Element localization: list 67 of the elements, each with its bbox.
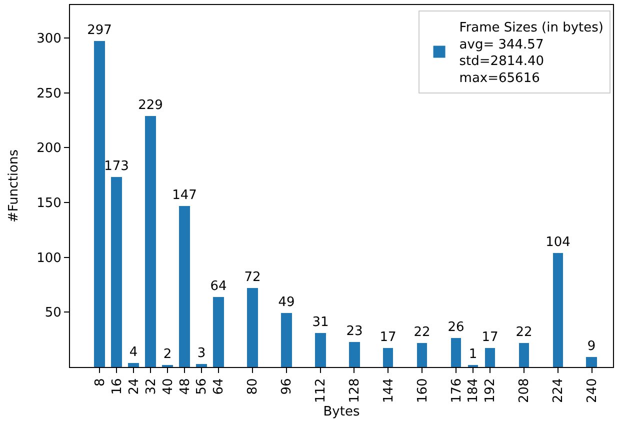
data-label: 147	[172, 188, 197, 203]
data-label: 64	[210, 279, 227, 294]
data-label: 3	[197, 346, 206, 361]
bar	[247, 288, 258, 367]
data-label: 104	[546, 235, 570, 250]
y-tick-label: 250	[36, 86, 62, 102]
data-label: 22	[414, 325, 430, 340]
bar	[145, 116, 156, 367]
x-tick-label: 32	[144, 378, 159, 395]
bar	[128, 363, 139, 367]
bar	[383, 348, 393, 367]
data-label: 72	[244, 270, 261, 285]
x-tick-label: 24	[126, 378, 142, 395]
legend-label: Frame Sizes (in bytes) avg= 344.57 std=2814.40 max=65616	[459, 20, 604, 86]
x-tick-label: 224	[551, 378, 566, 404]
x-tick-label: 96	[280, 378, 295, 395]
bar	[451, 338, 461, 367]
x-tick-label: 80	[246, 378, 261, 395]
data-label: 17	[380, 330, 396, 345]
bar	[519, 343, 529, 367]
x-tick-label: 8	[92, 378, 108, 386]
x-tick-label: 160	[415, 378, 430, 404]
data-label: 49	[278, 295, 295, 310]
data-label: 2	[163, 347, 172, 362]
data-label: 1	[468, 347, 478, 362]
x-tick-label: 112	[314, 378, 329, 404]
data-label: 297	[87, 23, 112, 38]
data-label: 173	[104, 159, 129, 174]
y-tick-label: 100	[36, 250, 62, 266]
data-label: 31	[312, 315, 329, 330]
x-tick-label: 208	[517, 378, 532, 404]
data-label: 17	[482, 330, 498, 345]
bar	[94, 41, 105, 367]
bar	[553, 253, 563, 367]
y-tick-label: 50	[44, 306, 62, 321]
x-axis-title: Bytes	[323, 404, 360, 420]
data-label: 23	[346, 324, 363, 339]
data-label: 9	[587, 339, 596, 354]
y-tick-label: 150	[36, 196, 62, 211]
bar	[196, 364, 207, 367]
x-tick-label: 128	[347, 378, 362, 404]
data-label: 26	[448, 320, 464, 335]
x-tick-label: 56	[194, 378, 210, 395]
x-tick-label: 184	[466, 378, 482, 404]
x-tick-label: 176	[449, 378, 464, 404]
bar	[586, 357, 597, 367]
bar	[179, 206, 190, 367]
bar	[213, 297, 224, 367]
bar	[315, 333, 326, 367]
bar	[281, 313, 292, 367]
bar	[417, 343, 427, 367]
bar	[111, 177, 122, 367]
data-label: 22	[516, 325, 532, 340]
data-label: 229	[138, 98, 163, 113]
x-tick-label: 240	[585, 378, 600, 404]
x-tick-label: 40	[160, 378, 176, 395]
x-tick-label: 48	[178, 378, 193, 395]
y-axis-title: #Functions	[6, 149, 22, 222]
y-tick-label: 300	[36, 31, 62, 46]
bar	[485, 348, 495, 367]
x-tick-label: 192	[483, 378, 498, 404]
data-label: 4	[129, 345, 138, 360]
x-tick-label: 144	[381, 378, 396, 404]
bar	[349, 342, 360, 367]
x-tick-label: 16	[110, 378, 125, 395]
y-tick-label: 200	[36, 141, 62, 156]
x-tick-label: 64	[212, 378, 227, 395]
